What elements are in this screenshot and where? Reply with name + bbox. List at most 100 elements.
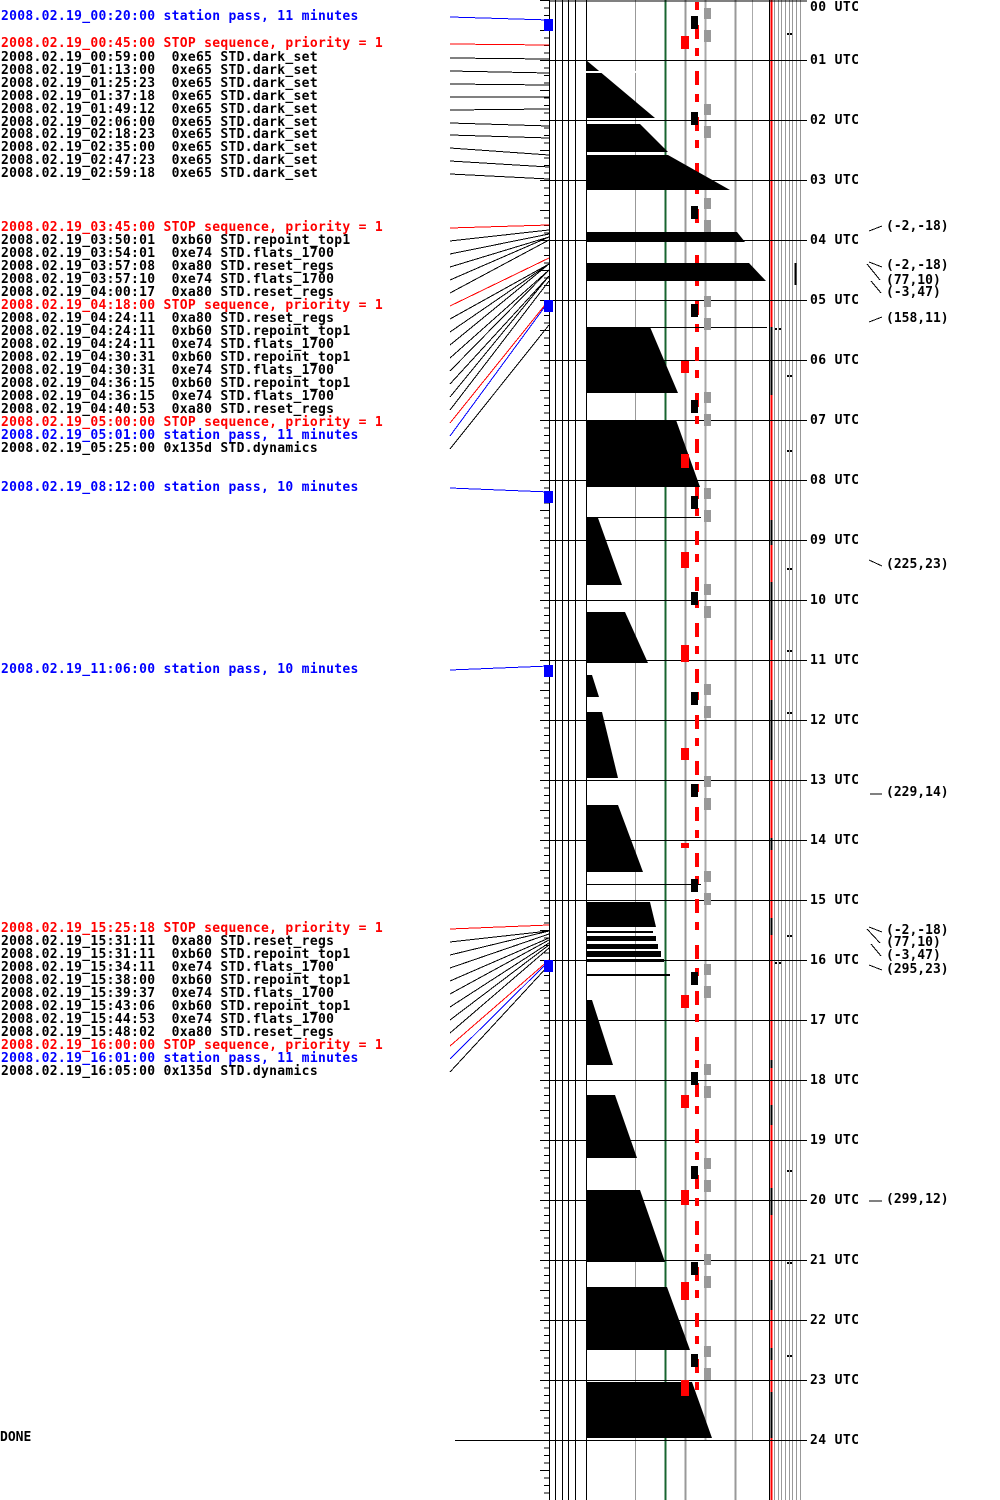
red-dash (695, 899, 699, 913)
event-row: 2008.02.19_05:25:00 0x135d STD.dynamics (1, 441, 318, 456)
event-connector-line (449, 122, 550, 127)
pointing-coord-label: (-3,47) (886, 948, 941, 963)
utc-hour-label: 04 UTC (810, 233, 860, 248)
event-connector-line (449, 933, 550, 969)
red-marker-blob (681, 454, 689, 468)
dark-wedge (586, 1000, 613, 1065)
event-row: 2008.02.19_15:34:11 0xe74 STD.flats_1700 (1, 960, 335, 975)
station-pass-marker (544, 960, 553, 972)
dark-wedge (586, 805, 643, 872)
red-dash (695, 255, 699, 269)
marker-gray-square (704, 706, 711, 718)
event-row: 2008.02.19_16:05:00 0x135d STD.dynamics (1, 1064, 318, 1079)
event-row: 2008.02.19_04:40:53 0xa80 STD.reset_regs (1, 402, 335, 417)
red-dash (695, 462, 699, 470)
band-dot (775, 328, 777, 330)
event-connector-line (449, 942, 550, 1008)
event-row: 2008.02.19_03:54:01 0xe74 STD.flats_1700 (1, 246, 335, 261)
event-connector-line (449, 16, 550, 21)
coord-leader-line (866, 928, 881, 944)
band-dot (790, 650, 792, 652)
dark-wedge (586, 60, 655, 118)
activity-bar (586, 974, 670, 976)
marker-gray-square (704, 510, 711, 522)
red-dash (695, 1014, 699, 1022)
event-connector-line (449, 930, 550, 943)
activity-bar (586, 936, 656, 941)
utc-hour-label: 23 UTC (810, 1373, 860, 1388)
red-dash (695, 531, 699, 545)
event-connector-line (449, 263, 550, 320)
done-status-label: DONE (0, 1430, 32, 1445)
band-dot (779, 328, 781, 330)
red-marker-blob (681, 1190, 689, 1205)
event-connector-line (449, 924, 550, 930)
red-dash (695, 1198, 699, 1206)
dark-wedge (586, 902, 656, 927)
red-dash (695, 761, 699, 775)
utc-hour-label: 19 UTC (810, 1133, 860, 1148)
red-dash (695, 1221, 699, 1235)
utc-hour-label: 07 UTC (810, 413, 860, 428)
marker-gray-square (704, 1064, 711, 1075)
event-row: 2008.02.19_04:36:15 0xe74 STD.flats_1700 (1, 389, 335, 404)
red-dash (695, 577, 699, 591)
band-dot (790, 935, 792, 937)
marker-gray-square (704, 798, 711, 810)
marker-black-bar (691, 592, 698, 605)
band-dot (790, 450, 792, 452)
event-connector-line (449, 236, 550, 268)
station-pass-marker (544, 491, 553, 503)
coord-leader-line (868, 559, 883, 567)
marker-gray-square (704, 220, 711, 232)
marker-gray-square (704, 871, 711, 882)
red-marker-blob (681, 748, 689, 760)
event-connector-line (449, 224, 550, 229)
marker-gray-square (704, 964, 711, 975)
utc-hour-label: 22 UTC (810, 1313, 860, 1328)
event-row: 2008.02.19_15:44:53 0xe74 STD.flats_1700 (1, 1012, 335, 1027)
band-dot (775, 962, 777, 964)
event-row: 2008.02.19_04:24:11 0xa80 STD.reset_regs (1, 311, 335, 326)
dark-wedge (586, 327, 678, 393)
marker-gray-square (704, 893, 711, 905)
coord-leader-line (870, 943, 882, 957)
event-connector-line (449, 269, 550, 372)
marker-gray-square (704, 606, 711, 618)
band-dot (787, 650, 789, 652)
coord-leader-line (870, 280, 882, 294)
event-row: 2008.02.19_00:45:00 STOP sequence, prior… (1, 36, 383, 51)
marker-gray-square (704, 104, 711, 115)
marker-gray-square (704, 1158, 711, 1169)
event-row: 2008.02.19_03:45:00 STOP sequence, prior… (1, 220, 383, 235)
red-marker-blob (681, 1282, 689, 1300)
event-connector-line (449, 275, 550, 398)
marker-gray-square (704, 8, 711, 19)
red-marker-blob (681, 645, 689, 662)
red-marker-blob (681, 843, 689, 848)
red-marker-blob (681, 552, 689, 568)
event-connector-line (449, 959, 550, 1047)
marker-gray-square (704, 1276, 711, 1288)
red-dash (695, 991, 699, 1005)
marker-black-bar (691, 16, 698, 29)
red-dash (695, 25, 699, 39)
marker-black-bar (691, 784, 698, 797)
event-connector-line (449, 173, 550, 180)
marker-gray-square (704, 30, 711, 42)
red-dash (695, 1244, 699, 1252)
dark-wedge (586, 612, 648, 663)
red-dash (695, 439, 699, 453)
event-row: 2008.02.19_15:31:11 0xb60 STD.repoint_to… (1, 947, 351, 962)
activity-bar (586, 951, 661, 957)
event-row: 2008.02.19_05:00:00 STOP sequence, prior… (1, 415, 383, 430)
pointing-coord-label: (299,12) (886, 1192, 949, 1207)
marker-black-bar (691, 972, 698, 985)
event-connector-line (449, 43, 550, 46)
station-pass-marker (544, 19, 553, 31)
event-connector-line (449, 324, 550, 450)
utc-hour-label: 06 UTC (810, 353, 860, 368)
marker-gray-square (704, 126, 711, 138)
utc-hour-label: 20 UTC (810, 1193, 860, 1208)
